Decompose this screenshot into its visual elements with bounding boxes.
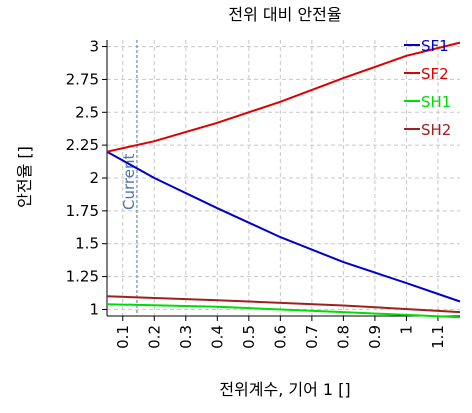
series-layer: Current <box>106 40 461 319</box>
series-line-sf1 <box>106 150 461 303</box>
x-tick-label: 0.3 <box>177 325 195 349</box>
y-tick-label: 3 <box>89 38 99 56</box>
x-tick-label: 0.7 <box>303 325 321 349</box>
series-line-sf2 <box>106 41 461 153</box>
x-tick-label: 0.2 <box>145 325 163 349</box>
axes: 0.1 0.2 0.3 0.4 0.5 0.6 0.7 0.8 0.9 1 1.1 1 1.25 1.5 1… <box>66 38 460 349</box>
x-tick-label: 1 <box>397 325 415 335</box>
x-tick-label: 0.4 <box>208 325 226 349</box>
series-line-sh2 <box>106 295 461 314</box>
legend-label: SH1 <box>421 93 451 111</box>
x-tick-label: 0.9 <box>366 325 384 349</box>
y-tick-label: 1.25 <box>66 268 99 286</box>
legend: SF1 SF2 SH1 SH2 <box>404 37 451 139</box>
y-tick-label: 2.25 <box>66 136 99 154</box>
x-axis-label: 전위계수, 기어 1 [] <box>219 380 350 399</box>
legend-label: SF1 <box>421 37 449 55</box>
y-tick-label: 1 <box>89 300 99 318</box>
y-tick-label: 1.75 <box>66 202 99 220</box>
legend-label: SF2 <box>421 65 449 83</box>
grid <box>107 40 460 316</box>
legend-label: SH2 <box>421 121 451 139</box>
y-axis-label: 안전율 [] <box>15 146 34 208</box>
x-tick-label: 1.1 <box>429 325 447 349</box>
x-tick-label: 0.1 <box>114 325 132 349</box>
x-tick-label: 0.8 <box>334 325 352 349</box>
x-tick-label: 0.5 <box>240 325 258 349</box>
current-marker-label: Current <box>120 154 138 210</box>
y-tick-label: 2.75 <box>66 70 99 88</box>
y-tick-label: 1.5 <box>75 235 99 253</box>
x-tick-label: 0.6 <box>271 325 289 349</box>
y-tick-label: 2.5 <box>75 103 99 121</box>
series-line-sh1 <box>106 303 461 319</box>
chart-title: 전위 대비 안전율 <box>228 5 341 24</box>
y-tick-label: 2 <box>89 169 99 187</box>
